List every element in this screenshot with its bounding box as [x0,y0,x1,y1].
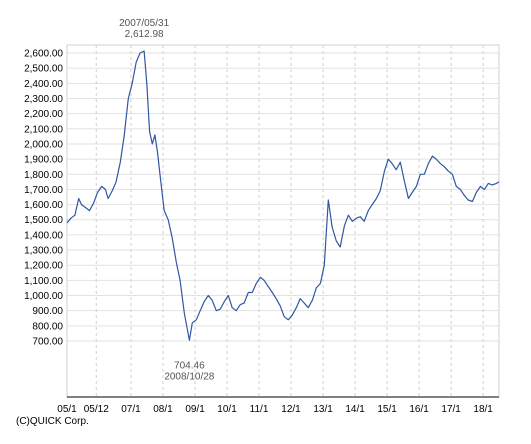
y-tick-label: 1,100.00 [24,276,63,287]
y-tick-label: 2,500.00 [24,64,63,75]
copyright-text: (C)QUICK Corp. [16,416,89,427]
x-tick-label: 15/1 [377,404,397,415]
x-tick-label: 14/1 [345,404,365,415]
x-tick-label: 08/1 [153,404,173,415]
series-line [66,50,500,341]
y-tick-label: 2,600.00 [24,49,63,60]
x-tick-label: 13/1 [313,404,333,415]
x-tick-label: 18/1 [473,404,493,415]
y-tick-label: 900.00 [32,306,63,317]
annotation-label: 2,612.98 [125,29,164,40]
y-tick-label: 2,200.00 [24,109,63,120]
plot-frame [66,44,500,398]
y-tick-label: 1,400.00 [24,230,63,241]
x-tick-label: 05/1 [57,404,77,415]
x-tick-label: 12/1 [281,404,301,415]
y-tick-label: 800.00 [32,321,63,332]
x-tick-label: 05/12 [84,404,109,415]
y-tick-label: 2,000.00 [24,139,63,150]
y-tick-label: 1,700.00 [24,185,63,196]
annotation-label: 2007/05/31 [119,18,169,29]
y-tick-label: 1,900.00 [24,155,63,166]
x-tick-label: 07/1 [121,404,141,415]
y-tick-label: 1,300.00 [24,246,63,257]
grid-lines [66,45,499,397]
y-tick-label: 2,100.00 [24,124,63,135]
series-layer [66,50,500,341]
y-tick-label: 1,200.00 [24,261,63,272]
x-tick-label: 16/1 [409,404,429,415]
y-axis-tick-labels: 2,600.00 2,500.00 2,400.00 2,300.00 2,200.00… [24,49,63,348]
y-tick-label: 700.00 [32,337,63,348]
annotation-label: 2008/10/28 [164,371,214,382]
y-tick-label: 1,000.00 [24,291,63,302]
x-tick-label: 09/1 [185,404,205,415]
x-tick-label: 10/1 [217,404,237,415]
y-tick-label: 1,600.00 [24,200,63,211]
y-tick-label: 1,800.00 [24,170,63,181]
x-axis-tick-labels: 05/1 05/12 07/1 08/1 09/1 10/1 11/1 12/1 13/1 14/… [57,404,493,415]
x-tick-label: 17/1 [441,404,461,415]
y-tick-label: 2,300.00 [24,94,63,105]
x-tick-label: 11/1 [250,404,269,415]
annotation-label: 704.46 [174,360,205,371]
y-tick-label: 2,400.00 [24,79,63,90]
y-tick-label: 1,500.00 [24,215,63,226]
